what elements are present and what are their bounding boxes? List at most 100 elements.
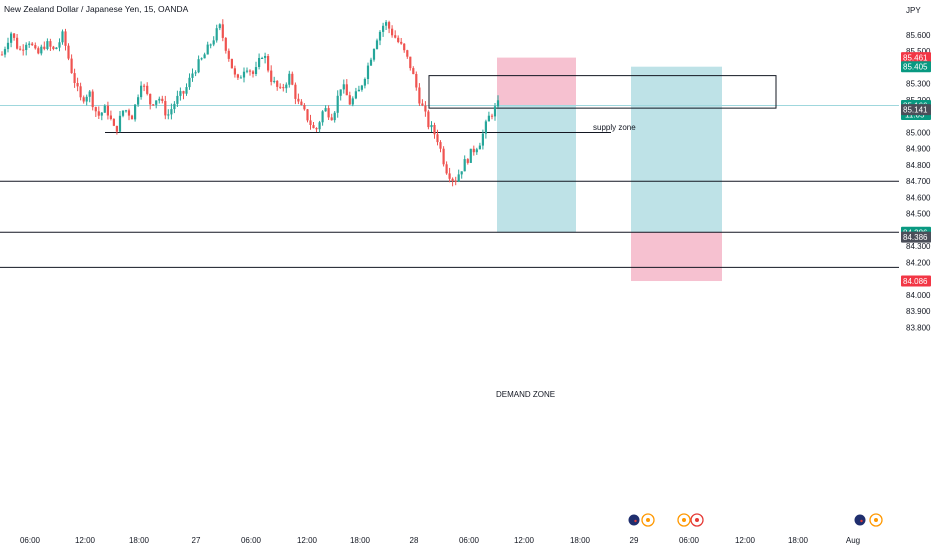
- candle-body[interactable]: [127, 110, 131, 116]
- candle-body[interactable]: [164, 101, 167, 116]
- candle-body[interactable]: [94, 107, 97, 112]
- candle-body[interactable]: [215, 28, 218, 41]
- candle-body[interactable]: [85, 96, 88, 102]
- candle-body[interactable]: [182, 91, 185, 94]
- candle-body[interactable]: [31, 43, 34, 46]
- candle-body[interactable]: [161, 98, 164, 101]
- candle-body[interactable]: [490, 115, 494, 117]
- candle-body[interactable]: [378, 31, 382, 41]
- orange-event[interactable]: [677, 513, 691, 527]
- candle-body[interactable]: [297, 98, 300, 102]
- candle-body[interactable]: [466, 159, 469, 163]
- candle-body[interactable]: [309, 120, 312, 125]
- candle-body[interactable]: [457, 174, 460, 182]
- candle-body[interactable]: [375, 40, 379, 49]
- candle-body[interactable]: [354, 91, 357, 99]
- candle-body[interactable]: [25, 44, 28, 50]
- candle-body[interactable]: [248, 70, 252, 72]
- short-stop-zone[interactable]: [497, 57, 576, 106]
- candle-body[interactable]: [0, 54, 4, 56]
- candle-body[interactable]: [372, 49, 376, 60]
- candle-body[interactable]: [403, 43, 406, 51]
- nz-flag-icon[interactable]: [853, 513, 867, 527]
- long-stop-zone[interactable]: [631, 232, 722, 282]
- candle-body[interactable]: [493, 106, 497, 117]
- candle-body[interactable]: [481, 133, 484, 146]
- candle-body[interactable]: [363, 79, 366, 86]
- candle-body[interactable]: [496, 100, 500, 107]
- candle-body[interactable]: [460, 171, 463, 175]
- candle-body[interactable]: [427, 111, 430, 128]
- candle-body[interactable]: [79, 86, 82, 98]
- candle-body[interactable]: [391, 28, 394, 36]
- candle-body[interactable]: [194, 72, 197, 74]
- candle-body[interactable]: [239, 77, 242, 79]
- candle-body[interactable]: [155, 100, 158, 105]
- candle-body[interactable]: [418, 87, 421, 104]
- candle-body[interactable]: [203, 54, 206, 59]
- candle-body[interactable]: [200, 58, 203, 60]
- candle-body[interactable]: [433, 125, 436, 135]
- candle-body[interactable]: [442, 148, 445, 165]
- candle-body[interactable]: [279, 86, 282, 88]
- candle-body[interactable]: [6, 42, 10, 50]
- candle-body[interactable]: [406, 50, 409, 57]
- candle-body[interactable]: [58, 42, 61, 48]
- candle-body[interactable]: [218, 24, 221, 29]
- candle-body[interactable]: [16, 37, 19, 49]
- candle-body[interactable]: [209, 44, 212, 46]
- candle-body[interactable]: [97, 111, 100, 116]
- candle-body[interactable]: [233, 68, 236, 75]
- candle-body[interactable]: [212, 40, 215, 45]
- candle-body[interactable]: [261, 58, 264, 59]
- candle-body[interactable]: [19, 48, 22, 50]
- candle-body[interactable]: [333, 112, 336, 121]
- candle-body[interactable]: [61, 31, 64, 43]
- event-markers[interactable]: [627, 513, 883, 527]
- candle-body[interactable]: [176, 95, 179, 104]
- candle-body[interactable]: [227, 50, 230, 59]
- candle-body[interactable]: [267, 56, 270, 71]
- candle-body[interactable]: [348, 95, 351, 105]
- nz-flag-event[interactable]: [627, 513, 641, 527]
- nz-flag-event[interactable]: [853, 513, 867, 527]
- long-target-zone[interactable]: [631, 66, 722, 233]
- candle-body[interactable]: [34, 45, 37, 49]
- candle-body[interactable]: [327, 108, 330, 118]
- candle-body[interactable]: [146, 85, 149, 94]
- candle-body[interactable]: [206, 44, 209, 55]
- candle-body[interactable]: [118, 115, 122, 132]
- candle-body[interactable]: [258, 58, 261, 67]
- candle-body[interactable]: [288, 73, 291, 85]
- candle-body[interactable]: [64, 31, 67, 46]
- candle-body[interactable]: [291, 73, 294, 85]
- candle-body[interactable]: [351, 98, 354, 105]
- candle-body[interactable]: [300, 101, 303, 105]
- candle-body[interactable]: [397, 37, 400, 42]
- candle-body[interactable]: [109, 115, 112, 120]
- candle-body[interactable]: [276, 80, 279, 87]
- candle-body[interactable]: [385, 22, 388, 26]
- candle-body[interactable]: [360, 85, 363, 90]
- candle-body[interactable]: [236, 74, 239, 78]
- supply-zone-box[interactable]: [428, 75, 777, 109]
- candle-body[interactable]: [339, 89, 342, 96]
- candle-body[interactable]: [242, 71, 246, 78]
- candle-body[interactable]: [167, 114, 170, 116]
- candle-body[interactable]: [285, 84, 288, 89]
- candle-body[interactable]: [318, 122, 321, 130]
- candle-body[interactable]: [472, 148, 475, 153]
- candle-body[interactable]: [152, 104, 155, 106]
- candle-body[interactable]: [191, 73, 194, 78]
- candle-body[interactable]: [251, 71, 255, 74]
- candle-body[interactable]: [436, 134, 439, 143]
- candle-body[interactable]: [282, 87, 285, 89]
- candle-body[interactable]: [13, 33, 16, 38]
- candle-body[interactable]: [100, 112, 103, 116]
- candle-body[interactable]: [475, 149, 478, 153]
- candle-body[interactable]: [55, 47, 58, 49]
- candle-body[interactable]: [254, 67, 258, 74]
- candle-body[interactable]: [158, 98, 161, 101]
